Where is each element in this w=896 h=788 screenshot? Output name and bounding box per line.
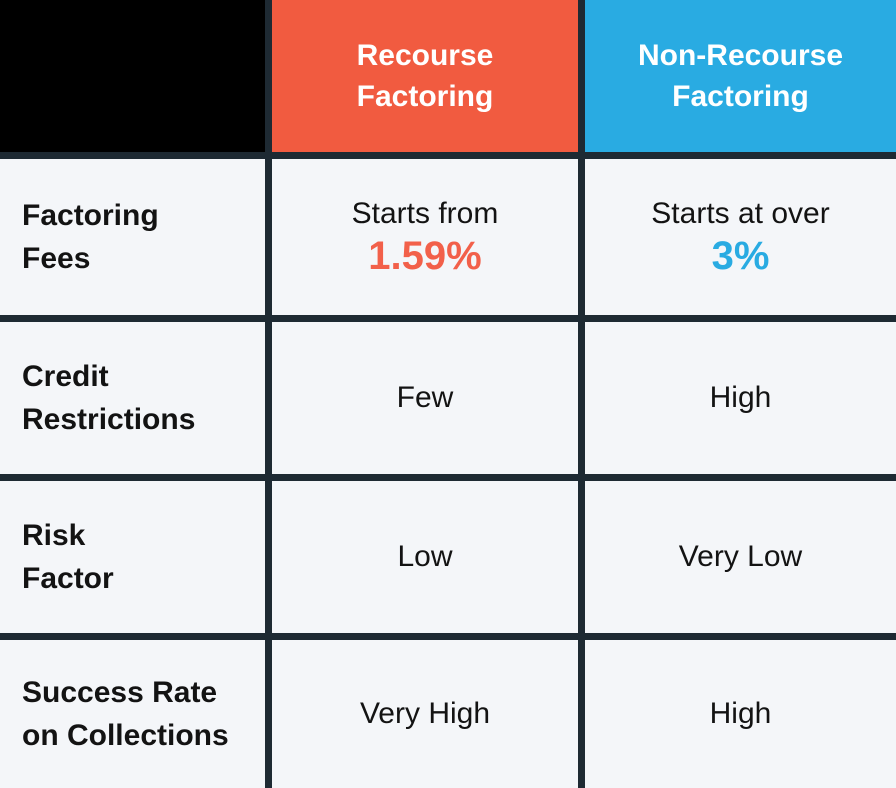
header-nonrecourse-line1: Non-Recourse xyxy=(637,39,844,72)
row-label-success-rate: Success Rate on Collections xyxy=(0,640,265,788)
row-label-line: Success Rate xyxy=(22,676,218,709)
header-nonrecourse-line2: Factoring xyxy=(672,80,809,113)
header-recourse-line2: Factoring xyxy=(356,80,494,113)
fee-value: 1.59% xyxy=(368,234,482,278)
fee-prefix: Starts at over xyxy=(651,197,830,230)
cell-risk-factor-recourse: Low xyxy=(272,481,578,633)
header-recourse-line1: Recourse xyxy=(356,39,494,72)
cell-credit-restrictions-recourse: Few xyxy=(272,322,578,474)
row-label-line: Credit xyxy=(22,360,109,393)
column-header-recourse-factoring: Recourse Factoring xyxy=(272,0,578,152)
cell-success-rate-recourse: Very High xyxy=(272,640,578,788)
row-label-line: Fees xyxy=(22,242,91,275)
header-blank-cell xyxy=(0,0,265,152)
row-label-line: Restrictions xyxy=(22,403,196,436)
row-label-factoring-fees: Factoring Fees xyxy=(0,159,265,315)
cell-success-rate-nonrecourse: High xyxy=(585,640,896,788)
row-label-line: Factor xyxy=(22,562,114,595)
row-label-risk-factor: Risk Factor xyxy=(0,481,265,633)
fee-prefix: Starts from xyxy=(351,197,499,230)
row-label-line: Factoring xyxy=(22,199,159,232)
column-header-nonrecourse-factoring: Non-Recourse Factoring xyxy=(585,0,896,152)
row-label-line: Risk xyxy=(22,519,86,552)
row-label-credit-restrictions: Credit Restrictions xyxy=(0,322,265,474)
cell-factoring-fees-nonrecourse: Starts at over 3% xyxy=(585,159,896,315)
row-label-line: on Collections xyxy=(22,719,229,752)
cell-factoring-fees-recourse: Starts from 1.59% xyxy=(272,159,578,315)
cell-risk-factor-nonrecourse: Very Low xyxy=(585,481,896,633)
cell-credit-restrictions-nonrecourse: High xyxy=(585,322,896,474)
fee-value: 3% xyxy=(711,234,770,278)
